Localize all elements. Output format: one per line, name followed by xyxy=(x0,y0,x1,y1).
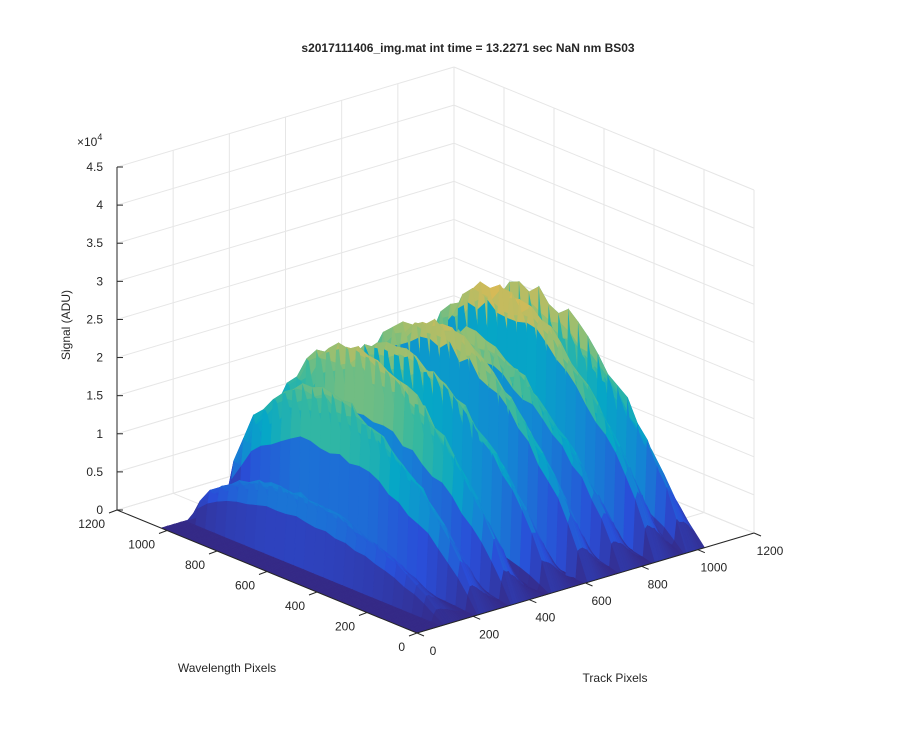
z-axis-label: Signal (ADU) xyxy=(59,290,73,360)
z-tick-label: 4.5 xyxy=(86,160,103,174)
z-tick-label: 0 xyxy=(96,503,103,517)
y-tick-mark xyxy=(158,530,168,534)
z-exponent-label: ×104 xyxy=(77,132,102,149)
z-tick-label: 2 xyxy=(96,351,103,365)
grid-line-z-right xyxy=(453,257,755,382)
x-tick-mark xyxy=(416,632,425,637)
x-tick-mark xyxy=(585,582,593,587)
z-tick-label: 0.5 xyxy=(86,465,103,479)
x-tick-label: 1000 xyxy=(700,561,727,575)
y-tick-label: 0 xyxy=(398,640,405,654)
y-tick-label: 800 xyxy=(185,558,205,572)
y-tick-label: 1000 xyxy=(128,538,155,552)
y-tick-label: 600 xyxy=(235,579,255,593)
z-tick-label: 1.5 xyxy=(86,389,103,403)
x-tick-mark xyxy=(753,532,762,537)
x-tick-mark xyxy=(529,599,537,604)
grid-line-z-left xyxy=(116,104,455,206)
grid-line-z-right xyxy=(453,104,755,229)
y-tick-mark xyxy=(258,571,268,575)
z-tick-label: 3.5 xyxy=(86,236,103,250)
y-tick-mark xyxy=(358,612,368,616)
grid-line-z-right xyxy=(453,142,755,267)
x-tick-mark xyxy=(697,549,706,554)
surface-plot xyxy=(160,280,706,634)
y-tick-mark xyxy=(108,509,118,514)
y-tick-label: 1200 xyxy=(78,517,105,531)
z-exponent-power: 4 xyxy=(97,132,102,142)
z-tick-label: 2.5 xyxy=(86,312,103,326)
grid-line-z-left xyxy=(116,295,455,397)
x-tick-label: 0 xyxy=(430,644,437,658)
grid-line-z-left xyxy=(116,66,455,168)
grid-line-z-left xyxy=(116,142,455,244)
grid-line-z-left xyxy=(116,257,455,359)
z-tick-label: 1 xyxy=(96,427,103,441)
y-tick-mark xyxy=(308,591,318,596)
z-exponent-base: ×10 xyxy=(77,135,98,149)
y-tick-label: 400 xyxy=(285,599,305,613)
grid-line-z-left xyxy=(116,180,455,282)
grid-line-z-right xyxy=(453,218,755,343)
grid-line-z-left xyxy=(116,218,455,320)
x-axis-label: Track Pixels xyxy=(583,671,648,685)
z-tick-label: 3 xyxy=(96,274,103,288)
chart-title: s2017111406_img.mat int time = 13.2271 s… xyxy=(301,41,635,55)
x-tick-mark xyxy=(641,565,649,570)
x-tick-label: 600 xyxy=(591,594,611,608)
y-tick-mark xyxy=(208,550,218,555)
z-tick-label: 4 xyxy=(96,198,103,212)
y-tick-mark xyxy=(408,632,418,637)
grid-line-z-right xyxy=(453,66,755,191)
grid-line-z-right xyxy=(453,180,755,305)
y-axis-label: Wavelength Pixels xyxy=(178,661,276,675)
x-tick-label: 400 xyxy=(535,611,555,625)
x-tick-label: 1200 xyxy=(757,544,784,558)
x-tick-label: 800 xyxy=(648,577,668,591)
y-tick-label: 200 xyxy=(335,620,355,634)
svg-text:×104: ×104 xyxy=(77,132,102,149)
x-tick-label: 200 xyxy=(479,627,499,641)
x-tick-mark xyxy=(472,615,481,620)
